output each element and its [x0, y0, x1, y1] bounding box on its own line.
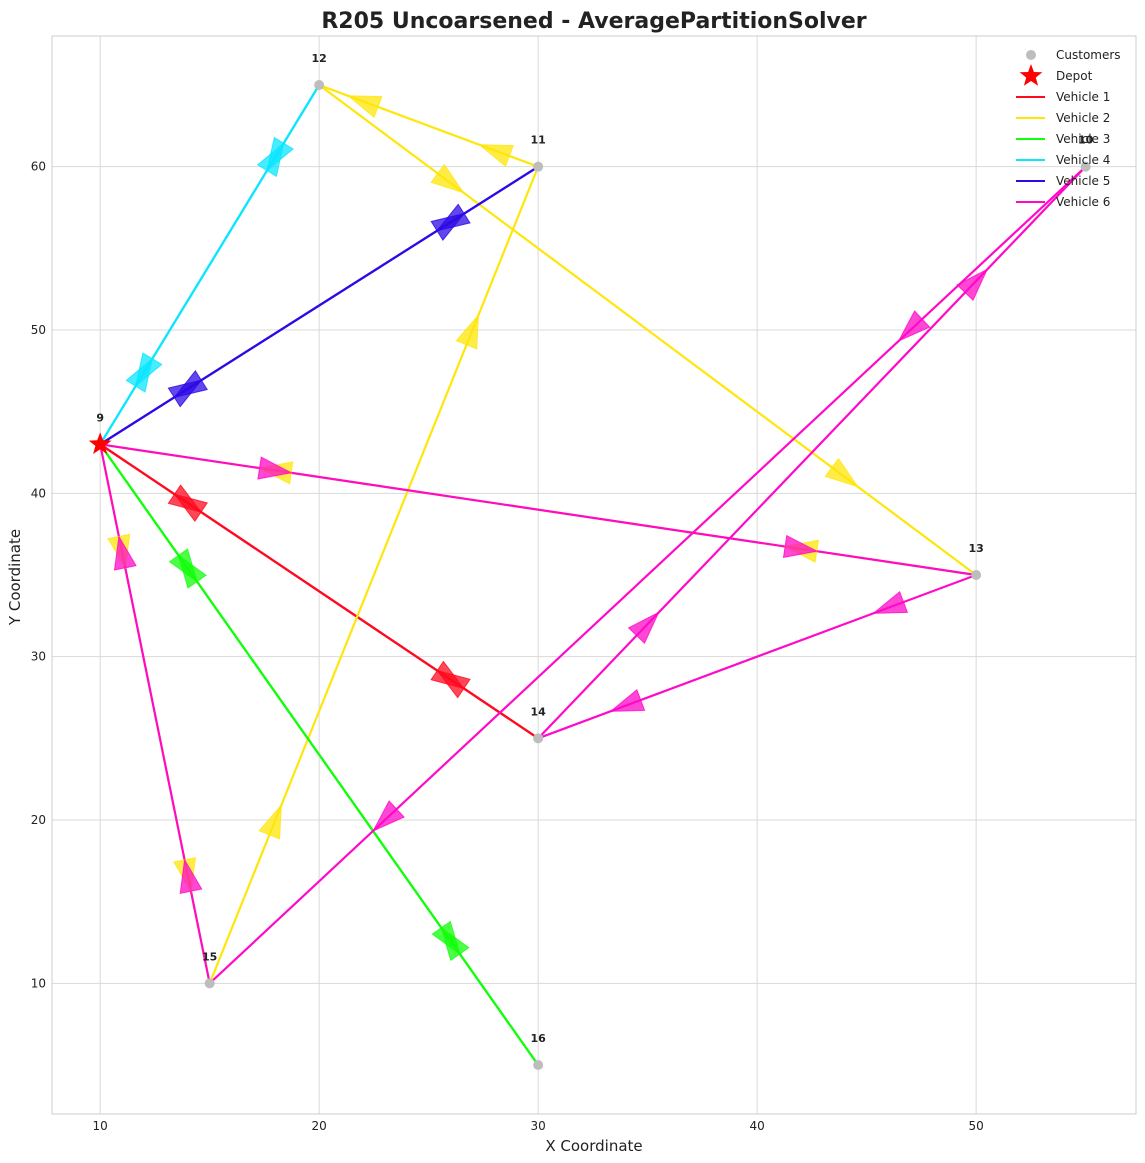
chart-title: R205 Uncoarsened - AveragePartitionSolve…: [321, 9, 866, 34]
x-tick-label: 50: [968, 1119, 983, 1133]
legend-label: Customers: [1056, 48, 1121, 62]
legend-label: Vehicle 5: [1056, 174, 1110, 188]
legend-customers-marker: [1026, 50, 1036, 60]
route-arrow: [346, 95, 383, 119]
x-tick-label: 30: [531, 1119, 546, 1133]
route-segment: [99, 443, 978, 577]
customer-label: 14: [531, 705, 547, 718]
y-axis-label: Y Coordinate: [6, 529, 24, 626]
depot-label: 9: [96, 411, 104, 424]
route-arrow: [782, 534, 819, 559]
customer-point: [971, 570, 982, 580]
route-arrow: [435, 203, 471, 232]
route-arrow: [177, 554, 207, 589]
x-axis-label: X Coordinate: [545, 1137, 642, 1155]
legend-depot-marker: [1019, 64, 1043, 86]
route-arrow: [609, 688, 646, 712]
route-arrow: [134, 352, 163, 388]
y-tick-label: 60: [31, 160, 46, 174]
route-arrow: [257, 456, 293, 480]
depot-marker: [88, 432, 112, 454]
vehicle-routes: [99, 83, 1087, 1067]
customer-points: 10 11 12 13 14 15 16 9: [88, 52, 1094, 1070]
route-segment: [99, 443, 211, 985]
plot-frame: [51, 35, 1137, 1115]
legend-label: Vehicle 3: [1056, 132, 1110, 146]
x-tick-label: 20: [312, 1119, 327, 1133]
route-arrow: [372, 800, 405, 832]
customer-point: [1080, 161, 1091, 172]
route-segment: [208, 165, 1087, 985]
route-arrow: [627, 611, 660, 645]
y-tick-label: 10: [31, 976, 46, 990]
legend: Customers Depot Vehicle 1 Vehicle 2 Vehicle …: [1016, 48, 1121, 209]
route-arrow: [440, 926, 470, 962]
route-arrow: [455, 313, 479, 350]
route-arrow: [477, 144, 514, 168]
route-arrow: [173, 493, 209, 523]
route-arrow: [258, 803, 282, 840]
y-tick-label: 50: [31, 323, 46, 337]
legend-label: Depot: [1056, 69, 1093, 83]
route-arrow: [436, 669, 471, 699]
customer-label: 11: [531, 134, 546, 147]
route-arrow: [824, 457, 859, 488]
y-tick-label: 20: [31, 813, 46, 827]
customer-point: [204, 978, 215, 989]
route-segment: [318, 83, 978, 577]
route-segment: [537, 165, 1087, 740]
customer-label: 16: [531, 1032, 547, 1045]
customer-point: [533, 733, 544, 744]
customer-label: 13: [968, 542, 983, 555]
legend-label: Vehicle 2: [1056, 111, 1110, 125]
x-tick-label: 10: [93, 1119, 108, 1133]
customer-point: [314, 80, 325, 90]
customer-label: 15: [202, 950, 217, 963]
route-arrow: [113, 534, 137, 571]
route-arrow: [897, 310, 931, 342]
tick-labels: 10 20 30 40 50 10 20 30 40 50 60: [31, 160, 984, 1133]
legend-label: Vehicle 6: [1056, 195, 1110, 209]
customer-point: [533, 161, 544, 172]
route-segment: [99, 83, 321, 446]
route-arrow: [956, 268, 989, 302]
route-segment: [99, 443, 540, 1067]
route-arrow: [872, 590, 909, 614]
legend-label: Vehicle 4: [1056, 153, 1110, 167]
customer-label: 12: [312, 52, 327, 65]
y-tick-label: 40: [31, 486, 46, 500]
route-segment: [99, 443, 540, 740]
route-arrow: [266, 136, 294, 172]
customer-point: [533, 1060, 544, 1070]
customer-label: 10: [1078, 134, 1094, 147]
x-tick-label: 40: [750, 1119, 765, 1133]
route-arrow: [430, 163, 465, 194]
route-arrow: [179, 858, 203, 895]
route-arrow: [173, 370, 208, 399]
route-segment: [208, 165, 540, 985]
y-tick-label: 30: [31, 650, 46, 664]
legend-label: Vehicle 1: [1056, 90, 1110, 104]
route-arrows: [107, 95, 989, 962]
